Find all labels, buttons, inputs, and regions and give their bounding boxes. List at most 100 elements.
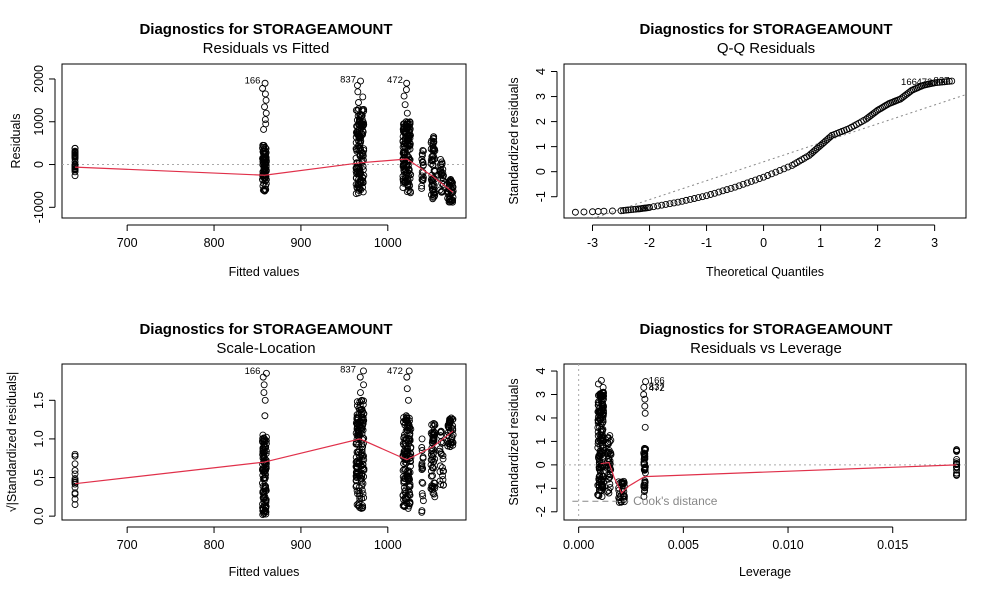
data-point: [735, 182, 743, 190]
data-point: [606, 480, 614, 488]
data-point: [261, 103, 268, 111]
x-tick-label: 700: [117, 538, 138, 552]
point-label: 837: [934, 76, 950, 87]
data-point: [71, 151, 79, 159]
data-point: [605, 454, 612, 462]
y-axis-label: Residuals: [9, 114, 23, 169]
point-label: 472: [387, 75, 403, 86]
data-point: [357, 408, 365, 416]
data-point: [609, 207, 616, 215]
x-tick-label: 0.010: [772, 538, 803, 552]
data-point: [931, 79, 939, 87]
data-point: [622, 206, 630, 214]
data-point: [259, 464, 267, 472]
data-point: [402, 169, 410, 177]
data-point: [406, 436, 414, 443]
data-point: [646, 204, 653, 211]
y-tick-label: 2: [534, 118, 548, 125]
data-point: [418, 462, 426, 470]
chart-title: Diagnostics for STORAGEAMOUNT: [139, 321, 392, 338]
plot-area: [571, 77, 966, 218]
x-tick-label: 900: [290, 236, 311, 250]
data-point: [401, 149, 409, 157]
data-point: [641, 452, 648, 460]
data-point: [430, 458, 438, 466]
data-point: [600, 207, 608, 215]
data-point: [354, 490, 362, 498]
data-point: [599, 405, 607, 413]
data-point: [641, 395, 649, 403]
data-point: [943, 78, 951, 85]
data-point: [699, 193, 706, 201]
data-point: [429, 195, 437, 203]
data-point: [71, 452, 79, 460]
data-point: [606, 450, 614, 458]
data-point: [259, 431, 267, 439]
y-tick-label: 3: [534, 391, 548, 398]
x-tick-label: 1: [817, 236, 824, 250]
data-point: [402, 86, 410, 94]
data-point: [427, 160, 435, 168]
data-point: [756, 175, 763, 183]
data-point: [262, 443, 270, 451]
data-point: [71, 168, 79, 176]
data-point: [357, 77, 364, 85]
data-point: [358, 478, 366, 486]
data-point: [598, 476, 606, 484]
data-point: [430, 138, 438, 146]
point-label: 837: [340, 364, 356, 375]
data-point: [400, 431, 408, 439]
data-point: [595, 483, 603, 491]
data-point: [430, 135, 437, 143]
data-point: [356, 458, 363, 466]
data-point: [357, 397, 365, 405]
data-point: [400, 441, 408, 449]
data-point: [594, 491, 602, 499]
chart-panel-1: Diagnostics for STORAGEAMOUNT Residuals v…: [9, 21, 467, 279]
data-point: [403, 385, 411, 393]
data-point: [662, 201, 670, 208]
data-point: [354, 88, 362, 96]
data-point: [418, 478, 426, 486]
data-point: [640, 493, 648, 500]
x-tick-label: 800: [204, 538, 225, 552]
y-tick-label: -1: [534, 483, 548, 494]
data-point: [430, 479, 438, 487]
data-point: [354, 426, 362, 434]
data-point: [418, 435, 426, 443]
data-point: [449, 198, 457, 206]
data-point: [262, 120, 270, 128]
chart-subtitle: Q-Q Residuals: [717, 40, 815, 57]
point-label: 837: [649, 382, 665, 393]
chart-title: Diagnostics for STORAGEAMOUNT: [139, 21, 392, 38]
data-point: [596, 412, 604, 420]
data-point: [776, 167, 784, 174]
data-point: [430, 190, 438, 198]
chart-subtitle: Residuals vs Leverage: [690, 340, 842, 357]
data-point: [936, 78, 943, 86]
data-point: [71, 450, 79, 458]
data-point: [617, 207, 625, 215]
data-point: [429, 482, 437, 490]
data-point: [359, 162, 367, 170]
data-point: [597, 462, 605, 470]
data-point: [641, 484, 649, 492]
data-point: [596, 468, 604, 476]
data-point: [359, 452, 367, 460]
data-point: [405, 156, 413, 164]
data-point: [439, 464, 446, 471]
data-point: [262, 155, 270, 162]
data-point: [598, 493, 606, 500]
data-point: [686, 195, 694, 203]
data-point: [666, 200, 674, 208]
data-point: [358, 443, 366, 451]
data-point: [259, 141, 267, 149]
data-point: [353, 472, 361, 480]
y-tick-label: -2: [534, 506, 548, 517]
data-point: [261, 187, 269, 195]
data-point: [427, 145, 435, 153]
data-point: [953, 456, 961, 463]
data-point: [670, 199, 678, 207]
data-point: [430, 436, 438, 444]
